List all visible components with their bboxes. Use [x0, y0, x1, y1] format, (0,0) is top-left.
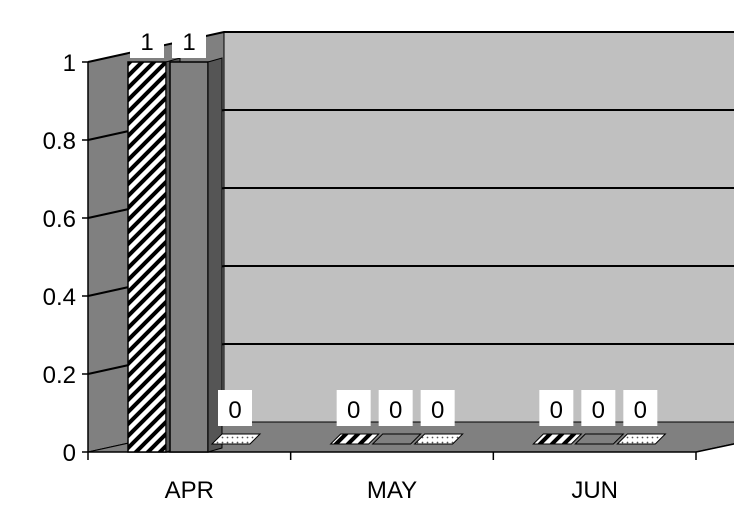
bar-side	[207, 57, 223, 453]
y-tick-label: 0.6	[43, 206, 76, 233]
bar-jun-s3	[616, 433, 667, 445]
y-tick-label: 0.4	[43, 284, 76, 311]
back-wall	[223, 31, 734, 423]
bar-apr-s1	[127, 61, 167, 453]
data-label-box	[378, 390, 413, 426]
data-label-box	[172, 22, 206, 58]
bars	[127, 57, 667, 453]
x-tick-label: JUN	[571, 477, 618, 504]
data-label: 0	[347, 397, 360, 424]
data-label-box	[336, 390, 371, 426]
data-label: 0	[228, 397, 241, 424]
y-tick-label: 0.2	[43, 362, 76, 389]
data-label: 1	[140, 29, 153, 56]
data-label-box	[218, 390, 252, 426]
y-tick-label: 0	[63, 440, 76, 467]
bar-jun-s2	[574, 433, 625, 445]
data-label-box	[623, 390, 658, 426]
bar-may-s1	[329, 433, 380, 445]
data-label: 0	[592, 397, 605, 424]
axes: 0 0.2 0.4 0.6 0.8 1 APR MAY JUN	[43, 50, 734, 504]
bar-jun-s1	[532, 433, 583, 445]
data-label-box	[539, 390, 574, 426]
data-label: 0	[431, 397, 444, 424]
data-label-box	[420, 390, 455, 426]
y-tick-label: 1	[63, 50, 76, 77]
data-label: 0	[634, 397, 647, 424]
bar-apr-s2	[169, 61, 209, 453]
bar-may-s3	[413, 433, 464, 445]
bar-apr-s3	[210, 433, 262, 445]
data-labels: 1 1 0 0 0 0 0 0 0	[130, 22, 658, 426]
x-tick-label: MAY	[367, 477, 417, 504]
data-label: 0	[550, 397, 563, 424]
data-label-box	[130, 22, 164, 58]
data-label: 0	[389, 397, 402, 424]
x-axis-end	[695, 443, 734, 453]
bar-may-s2	[371, 433, 422, 445]
data-label-box	[581, 390, 616, 426]
x-tick-label: APR	[165, 477, 214, 504]
data-label: 1	[182, 29, 195, 56]
y-tick-label: 0.8	[43, 128, 76, 155]
